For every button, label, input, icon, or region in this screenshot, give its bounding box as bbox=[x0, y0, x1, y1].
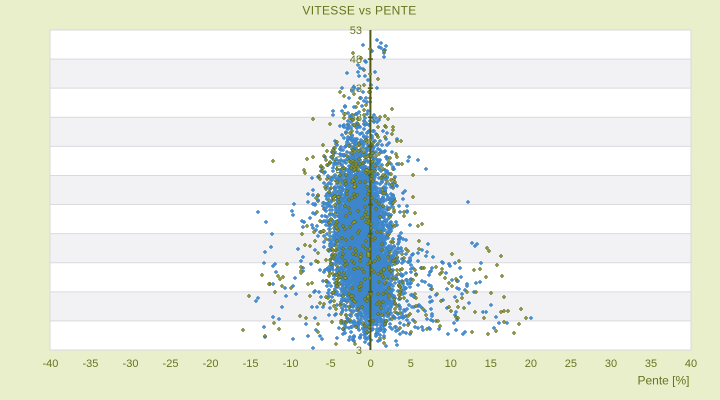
svg-text:25: 25 bbox=[565, 358, 577, 370]
svg-text:20: 20 bbox=[525, 358, 537, 370]
svg-text:30: 30 bbox=[605, 358, 617, 370]
svg-text:0: 0 bbox=[368, 358, 374, 370]
svg-text:-40: -40 bbox=[42, 358, 58, 370]
svg-text:-25: -25 bbox=[163, 358, 179, 370]
svg-text:35: 35 bbox=[645, 358, 657, 370]
svg-text:10: 10 bbox=[445, 358, 457, 370]
svg-text:53: 53 bbox=[350, 25, 362, 37]
svg-text:5: 5 bbox=[408, 358, 414, 370]
svg-text:-5: -5 bbox=[326, 358, 336, 370]
svg-text:-20: -20 bbox=[203, 358, 219, 370]
svg-text:VITESSE vs PENTE: VITESSE vs PENTE bbox=[302, 4, 416, 18]
svg-text:3: 3 bbox=[356, 345, 362, 357]
svg-text:43: 43 bbox=[350, 83, 362, 95]
svg-text:48: 48 bbox=[350, 54, 362, 66]
svg-text:-15: -15 bbox=[243, 358, 259, 370]
svg-text:-35: -35 bbox=[82, 358, 98, 370]
svg-text:15: 15 bbox=[485, 358, 497, 370]
svg-text:Pente [%]: Pente [%] bbox=[637, 374, 689, 388]
svg-text:-10: -10 bbox=[283, 358, 299, 370]
svg-text:40: 40 bbox=[685, 358, 697, 370]
svg-text:-30: -30 bbox=[123, 358, 139, 370]
